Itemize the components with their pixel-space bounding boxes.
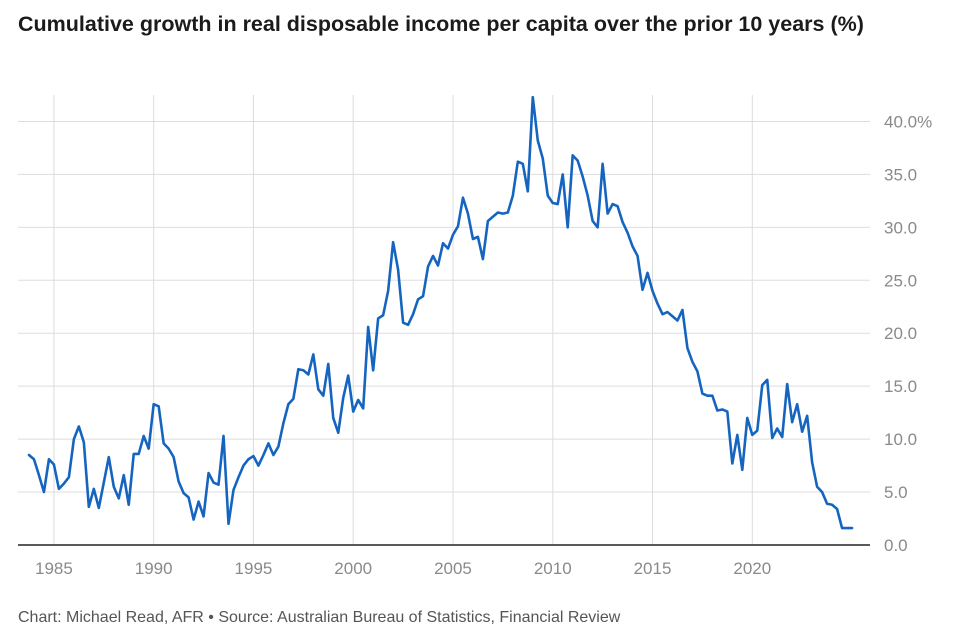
y-tick-label: 10.0 [884,430,917,449]
x-tick-label: 2010 [534,559,572,578]
y-tick-label: 35.0 [884,165,917,184]
y-tick-label: 40.0% [884,112,932,131]
x-tick-label: 2020 [733,559,771,578]
y-tick-label: 15.0 [884,377,917,396]
x-tick-label: 2000 [334,559,372,578]
y-tick-label: 30.0 [884,218,917,237]
x-tick-label: 2005 [434,559,472,578]
x-axis-labels: 1985 1990 1995 2000 2005 2010 2015 2020 [35,559,771,578]
y-gridlines [18,120,870,493]
x-gridlines [53,95,753,545]
y-tick-label: 25.0 [884,271,917,290]
x-tick-label: 2015 [634,559,672,578]
y-tick-label: 0.0 [884,536,908,555]
y-tick-label: 20.0 [884,324,917,343]
x-tick-label: 1990 [135,559,173,578]
x-tick-label: 1985 [35,559,73,578]
series-line [27,95,854,530]
y-tick-label: 5.0 [884,483,908,502]
series-layer [27,95,854,530]
x-tick-label: 1995 [235,559,273,578]
y-axis-labels: 0.0 5.0 10.0 15.0 20.0 25.0 30.0 35.0 40.0% [884,112,932,555]
chart-title: Cumulative growth in real disposable inc… [18,12,864,36]
source-footer: Chart: Michael Read, AFR • Source: Austr… [18,609,621,626]
